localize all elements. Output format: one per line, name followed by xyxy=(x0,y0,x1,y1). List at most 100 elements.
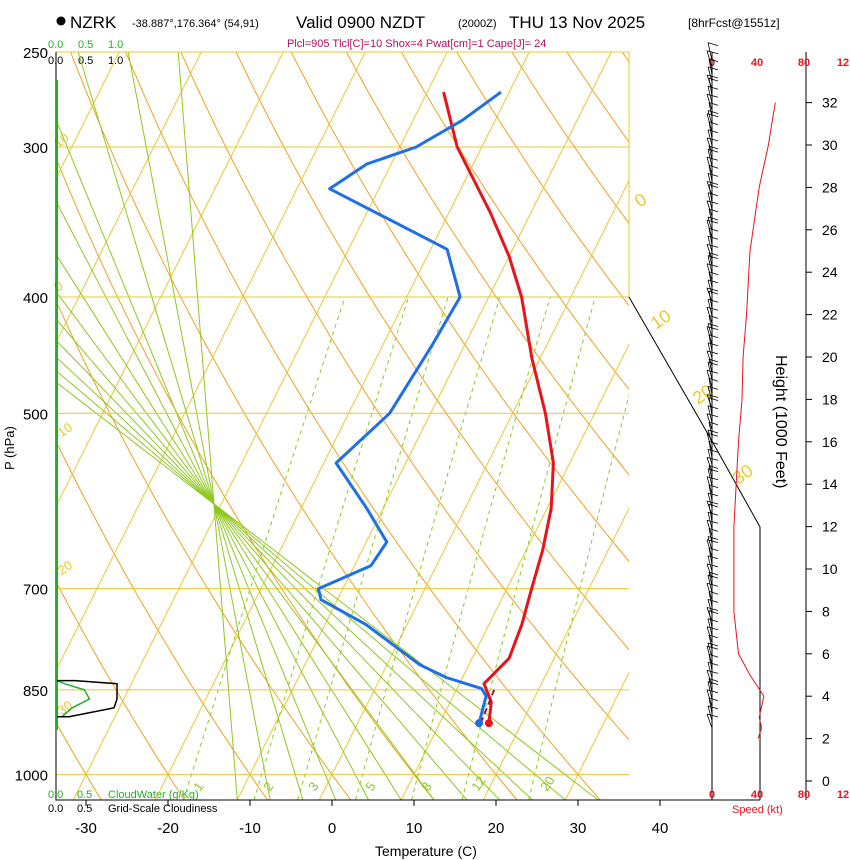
isotherm-line xyxy=(56,52,202,344)
wind-barb-flag xyxy=(707,173,719,177)
moist-adiabat xyxy=(56,381,599,800)
pressure-tick-label: 500 xyxy=(23,406,48,423)
dry-adiabat xyxy=(70,52,518,800)
height-tick-label: 30 xyxy=(822,137,838,153)
wind-barb xyxy=(706,181,713,196)
valid-date: THU 13 Nov 2025 xyxy=(509,13,645,32)
dry-adiabat xyxy=(788,52,850,800)
wind-barb xyxy=(707,429,713,445)
wind-barb-flag xyxy=(708,397,719,401)
wind-barb xyxy=(707,662,713,679)
wind-barb-flag xyxy=(706,476,719,481)
pressure-tick-label: 700 xyxy=(23,582,48,599)
wind-barb-flag xyxy=(708,678,719,682)
mixing-ratio-label: 8 xyxy=(418,779,434,794)
height-tick-label: 32 xyxy=(822,95,838,111)
wind-barb-flag xyxy=(707,192,719,197)
mixing-ratio-label: 2 xyxy=(260,779,276,794)
isotherm-line xyxy=(236,52,612,800)
moist-adiabat xyxy=(56,318,468,800)
forecast-tag: [8hrFcst@1551z] xyxy=(688,16,780,30)
isotherm-line xyxy=(72,52,448,800)
wind-barb-flag xyxy=(708,184,719,188)
dry-adiabat xyxy=(400,52,629,391)
wind-barb xyxy=(707,449,713,466)
station-dot xyxy=(56,16,66,26)
height-tick-label: 0 xyxy=(822,773,830,789)
speed-top-tick: 40 xyxy=(751,57,763,69)
cloudiness-legend: Grid-Scale Cloudiness xyxy=(108,803,218,815)
parcel-line xyxy=(479,689,496,724)
wind-barb xyxy=(707,42,713,61)
x-tick-label: 40 xyxy=(652,820,669,837)
isotherm-line xyxy=(482,507,629,800)
isotherm-line xyxy=(400,343,629,800)
wind-barb-flag xyxy=(708,610,719,614)
wind-barb xyxy=(706,689,713,707)
x-tick-label: -20 xyxy=(157,820,179,837)
wind-barb-flag xyxy=(707,298,719,303)
mixing-ratio-line xyxy=(461,296,596,800)
wind-barb xyxy=(706,413,713,430)
wind-barb-flag xyxy=(708,208,719,213)
speed-top-tick: 80 xyxy=(798,57,810,69)
moist-adiabat xyxy=(56,290,435,800)
x-tick-label: -30 xyxy=(75,820,97,837)
wind-barb-flag xyxy=(708,528,719,532)
wind-barb xyxy=(706,670,713,686)
wind-barb xyxy=(708,484,713,501)
mixing-ratio-line xyxy=(297,296,449,800)
height-tick-label: 26 xyxy=(822,222,838,238)
wind-barb xyxy=(708,421,713,437)
wind-barb xyxy=(708,378,713,395)
dry-adiabat xyxy=(732,52,850,800)
isotherm-line xyxy=(647,52,850,800)
height-tick-label: 6 xyxy=(822,646,830,662)
wind-barb-flag xyxy=(708,547,719,552)
dry-adiabat xyxy=(56,440,269,800)
dry-adiabat xyxy=(345,52,629,476)
wind-barb xyxy=(706,457,713,473)
wind-barb-flag xyxy=(708,571,719,576)
wind-barb xyxy=(706,50,713,68)
surface-dewpoint-dot xyxy=(475,719,484,728)
wind-barb xyxy=(706,94,713,111)
wind-barb-flag xyxy=(708,290,719,295)
wind-barb-flag xyxy=(708,590,719,595)
pressure-tick-label: 250 xyxy=(23,45,48,62)
wind-barb-flag xyxy=(706,394,719,398)
moist-adiabat xyxy=(56,200,369,800)
x-tick-label: 0 xyxy=(328,820,336,837)
wind-barb-flag xyxy=(706,500,719,505)
wind-barb xyxy=(707,323,713,338)
wind-barb-flag xyxy=(706,350,719,355)
wind-barb-flag xyxy=(706,93,719,98)
terrain-line xyxy=(628,296,761,800)
pressure-tick-label: 1000 xyxy=(15,768,48,785)
speed-top-tick: 12 xyxy=(837,57,849,69)
mixing-ratio-label: 3 xyxy=(305,779,321,794)
wind-barb xyxy=(708,528,713,544)
dry-adiabat xyxy=(56,580,185,800)
wind-barb xyxy=(707,192,713,210)
wind-barb-flag xyxy=(707,492,719,497)
wind-barb-flag xyxy=(706,713,719,718)
isotherm-line xyxy=(318,179,629,800)
wind-barb-flag xyxy=(706,670,719,674)
wind-barb xyxy=(706,263,713,281)
wind-barb-flag xyxy=(706,244,719,248)
mixing-ratio-line xyxy=(528,393,629,800)
mixing-ratio-label: 20 xyxy=(537,773,558,793)
wind-barb xyxy=(706,219,713,239)
wind-barb-flag xyxy=(706,137,719,142)
wind-barb xyxy=(707,362,713,381)
y-axis-label: P (hPa) xyxy=(2,426,17,470)
wind-barb xyxy=(706,520,713,537)
wind-barb xyxy=(708,678,713,693)
wind-barb-flag xyxy=(707,642,719,647)
pressure-tick-label: 400 xyxy=(23,290,48,307)
wind-barb-flag xyxy=(707,129,719,134)
isotherm-line xyxy=(154,52,530,800)
wind-barb xyxy=(708,591,713,608)
